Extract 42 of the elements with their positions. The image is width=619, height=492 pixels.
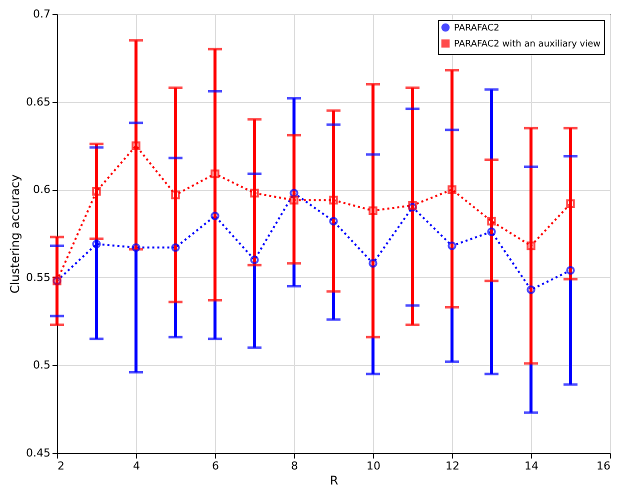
point bbox=[290, 188, 298, 198]
point bbox=[368, 206, 378, 216]
y-tick-label: 0.45 bbox=[26, 446, 50, 460]
point bbox=[210, 169, 220, 178]
point bbox=[566, 266, 575, 275]
x-axis-title: R bbox=[330, 474, 338, 488]
point bbox=[566, 199, 575, 208]
point bbox=[487, 227, 496, 236]
x-tick-label: 4 bbox=[133, 460, 140, 472]
point bbox=[448, 185, 456, 194]
point bbox=[526, 241, 536, 250]
y-tick-label: 0.55 bbox=[26, 270, 50, 284]
legend-label: PARAFAC2 bbox=[454, 24, 500, 34]
x-tick-label: 12 bbox=[446, 460, 460, 472]
point bbox=[250, 255, 259, 264]
x-tick-label: 8 bbox=[291, 460, 298, 472]
point bbox=[329, 216, 338, 226]
y-tick-label: 0.5 bbox=[33, 358, 50, 372]
point bbox=[329, 196, 338, 204]
y-tick-label: 0.6 bbox=[33, 183, 50, 196]
point bbox=[448, 241, 456, 250]
x-tick-label: 6 bbox=[212, 460, 219, 472]
x-tick-label: 16 bbox=[596, 460, 610, 472]
point bbox=[171, 243, 180, 252]
y-tick-label: 0.65 bbox=[26, 95, 50, 108]
point bbox=[290, 196, 298, 204]
point bbox=[210, 212, 220, 220]
point bbox=[526, 285, 536, 294]
y-tick-label: 0.7 bbox=[33, 8, 50, 20]
point bbox=[250, 188, 259, 198]
point bbox=[171, 190, 180, 200]
point bbox=[368, 259, 378, 268]
point bbox=[92, 187, 101, 196]
point bbox=[132, 141, 140, 150]
x-tick-label: 10 bbox=[366, 460, 380, 472]
point bbox=[132, 243, 140, 252]
y-axis-title: Clustering accuracy bbox=[8, 174, 22, 294]
x-tick-label: 14 bbox=[524, 460, 538, 472]
point bbox=[487, 216, 496, 226]
point bbox=[92, 240, 101, 248]
x-tick-label: 2 bbox=[58, 460, 64, 472]
legend-label: PARAFAC2 with an auxiliary view bbox=[454, 40, 600, 50]
